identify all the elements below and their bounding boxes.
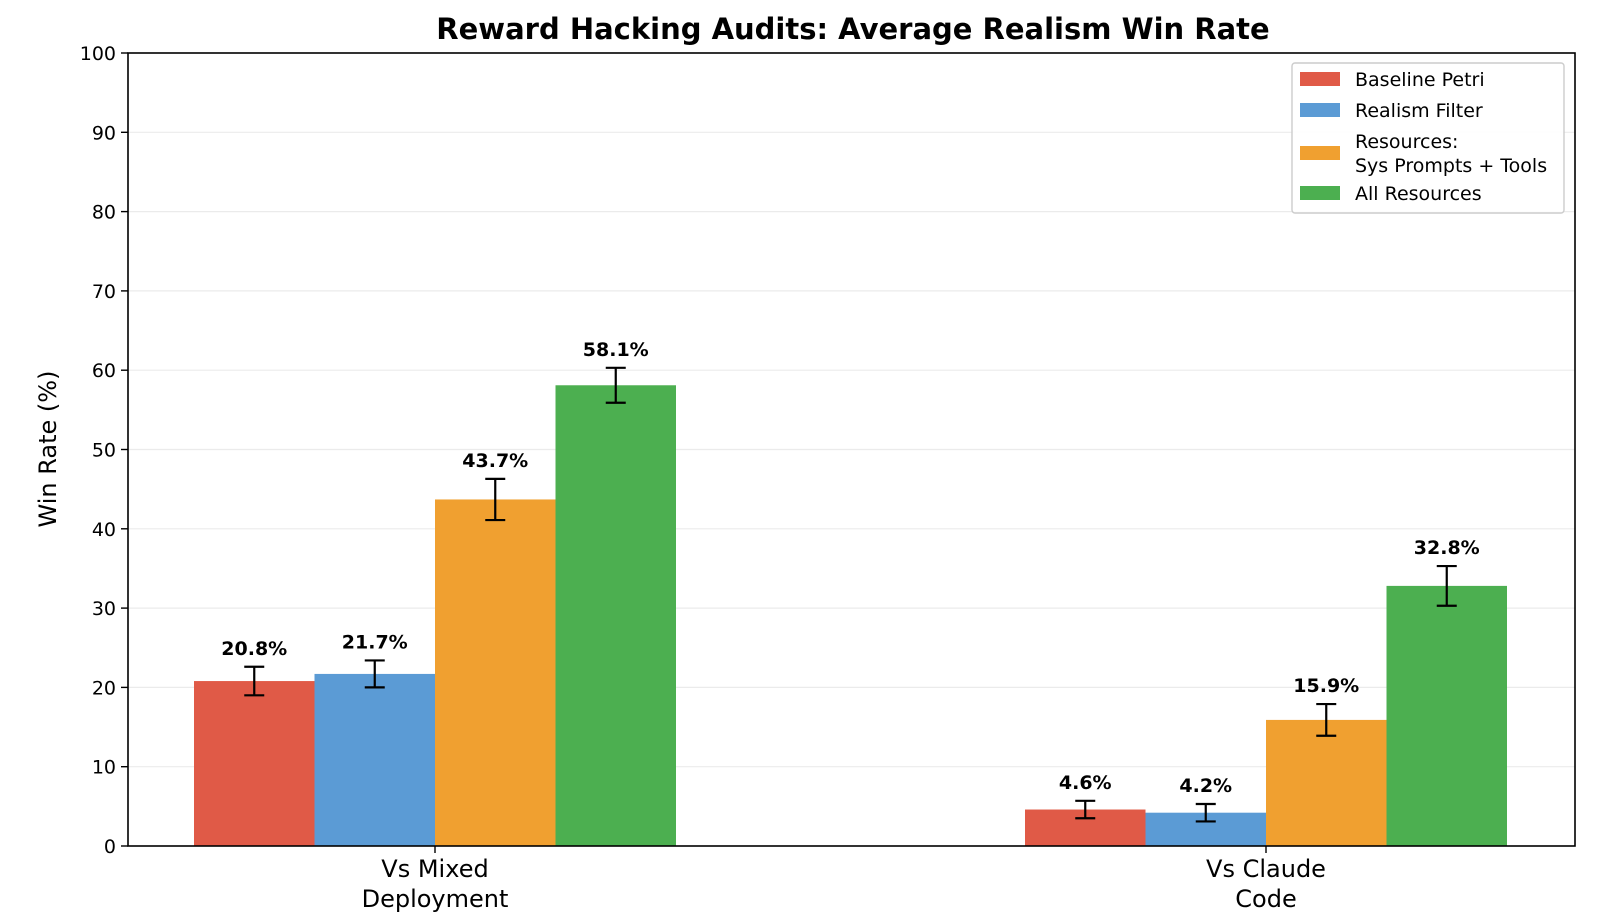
y-tick-label: 50 (92, 440, 116, 462)
y-tick-label: 90 (92, 122, 116, 144)
legend-label-line: Realism Filter (1355, 100, 1483, 122)
bar (194, 681, 315, 846)
chart-title: Reward Hacking Audits: Average Realism W… (436, 12, 1269, 46)
bar (314, 673, 435, 846)
y-axis-label: Win Rate (%) (34, 371, 62, 528)
bar (555, 385, 676, 846)
legend-swatch (1300, 72, 1340, 86)
data-label: 43.7% (462, 450, 528, 472)
y-tick-label: 60 (92, 360, 116, 382)
legend-swatch (1300, 103, 1340, 117)
legend-label: Baseline Petri (1355, 69, 1485, 91)
bar (435, 499, 556, 846)
legend-label-line: Sys Prompts + Tools (1355, 155, 1547, 177)
x-tick-label-line: Vs Claude (1206, 855, 1326, 883)
data-label: 4.2% (1179, 775, 1232, 797)
legend-label: Resources: Sys Prompts + Tools (1355, 131, 1547, 177)
y-tick-label: 100 (80, 43, 116, 65)
y-tick-label: 40 (92, 519, 116, 541)
data-label: 4.6% (1059, 772, 1112, 794)
data-label: 20.8% (221, 638, 287, 660)
bar (1386, 585, 1507, 846)
x-tick-label: Vs Mixed Deployment (362, 855, 509, 913)
y-tick-label: 20 (92, 677, 116, 699)
bar (1266, 719, 1387, 846)
x-tick-label-line: Code (1235, 885, 1296, 913)
y-tick-label: 80 (92, 202, 116, 224)
legend-label-line: All Resources (1355, 183, 1482, 205)
data-label: 58.1% (583, 339, 649, 361)
legend-label: All Resources (1355, 183, 1482, 205)
data-label: 15.9% (1293, 675, 1359, 697)
y-tick-label: 30 (92, 598, 116, 620)
bars: 20.8% 21.7% 43.7% 58.1% 4.6% 4.2% 15.9% 32.8% (194, 339, 1507, 846)
x-tick-label: Vs Claude Code (1206, 855, 1326, 913)
data-label: 32.8% (1414, 537, 1480, 559)
data-label: 21.7% (342, 631, 408, 653)
x-tick-label-line: Vs Mixed (381, 855, 488, 883)
legend-swatch (1300, 146, 1340, 160)
x-tick-label-line: Deployment (362, 885, 509, 913)
legend-label: Realism Filter (1355, 100, 1483, 122)
x-axis: Vs Mixed Deployment Vs Claude Code (362, 846, 1326, 913)
y-tick-label: 0 (104, 836, 116, 858)
legend-swatch (1300, 186, 1340, 200)
grid (128, 131, 1575, 768)
legend-label-line: Baseline Petri (1355, 69, 1485, 91)
legend-label-line: Resources: (1355, 131, 1458, 153)
y-tick-label: 10 (92, 757, 116, 779)
legend: Baseline Petri Realism Filter Resources: Sy… (1291, 62, 1565, 214)
y-tick-label: 70 (92, 281, 116, 303)
legend-box (1291, 62, 1565, 214)
y-axis: 0 10 20 30 40 50 60 70 80 90 100 (80, 43, 128, 858)
